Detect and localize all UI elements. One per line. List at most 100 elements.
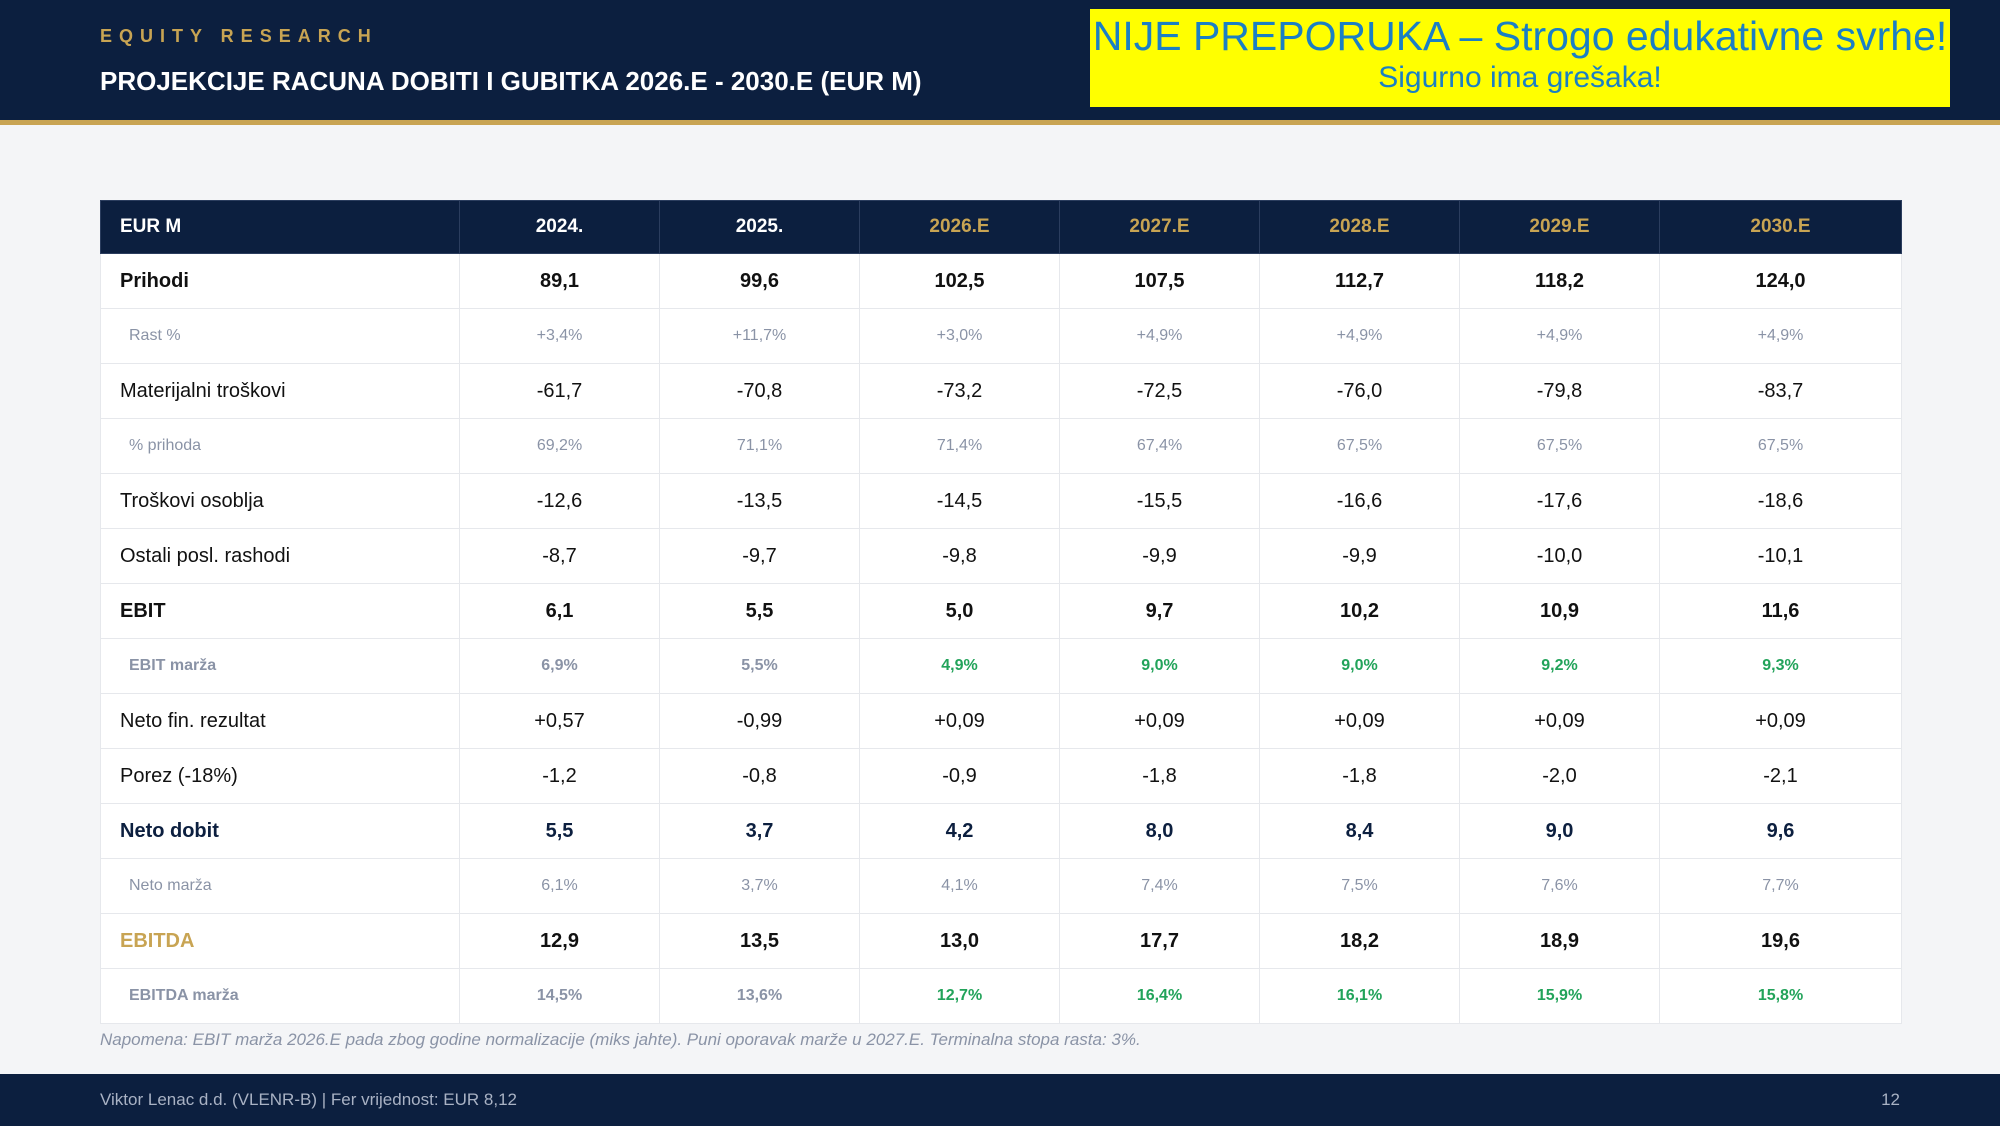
table-cell: 14,5% bbox=[459, 968, 660, 1024]
table-cell: 17,7 bbox=[1059, 913, 1260, 969]
table-row: Prihodi 89,1 99,6 102,5 107,5 112,7 118,2 124,0 bbox=[100, 253, 1902, 309]
column-header: 2029.E bbox=[1459, 200, 1660, 254]
table-cell: +4,9% bbox=[1459, 308, 1660, 364]
table-cell: 71,1% bbox=[659, 418, 860, 474]
table-cell: -18,6 bbox=[1659, 473, 1902, 529]
row-label: EBITDA marža bbox=[100, 968, 460, 1024]
table-cell: 9,3% bbox=[1659, 638, 1902, 694]
table-cell: -9,9 bbox=[1259, 528, 1460, 584]
table-cell: -83,7 bbox=[1659, 363, 1902, 419]
table-row: Rast % +3,4% +11,7% +3,0% +4,9% +4,9% +4,9% +4,… bbox=[100, 308, 1902, 364]
table-cell: 16,1% bbox=[1259, 968, 1460, 1024]
table-cell: +3,0% bbox=[859, 308, 1060, 364]
table-cell: -8,7 bbox=[459, 528, 660, 584]
table-row: EBIT marža 6,9% 5,5% 4,9% 9,0% 9,0% 9,2% 9,3% bbox=[100, 638, 1902, 694]
row-label: Prihodi bbox=[100, 253, 460, 309]
warning-banner: NIJE PREPORUKA – Strogo edukativne svrhe… bbox=[1090, 9, 1950, 107]
table-cell: +11,7% bbox=[659, 308, 860, 364]
table-cell: 67,4% bbox=[1059, 418, 1260, 474]
table-cell: 3,7% bbox=[659, 858, 860, 914]
table-cell: -70,8 bbox=[659, 363, 860, 419]
row-label: % prihoda bbox=[100, 418, 460, 474]
table-row: Neto fin. rezultat +0,57 -0,99 +0,09 +0,09 +0… bbox=[100, 693, 1902, 749]
page-title: PROJEKCIJE RACUNA DOBITI I GUBITKA 2026.… bbox=[100, 66, 922, 96]
table-cell: -76,0 bbox=[1259, 363, 1460, 419]
table-cell: -9,7 bbox=[659, 528, 860, 584]
column-header: 2026.E bbox=[859, 200, 1060, 254]
row-label: Porez (-18%) bbox=[100, 748, 460, 804]
table-row: Porez (-18%) -1,2 -0,8 -0,9 -1,8 -1,8 -2,0 -2,1 bbox=[100, 748, 1902, 804]
table-cell: 13,0 bbox=[859, 913, 1060, 969]
column-header: EUR M bbox=[100, 200, 460, 254]
table-cell: 7,5% bbox=[1259, 858, 1460, 914]
table-cell: +4,9% bbox=[1659, 308, 1902, 364]
table-cell: -73,2 bbox=[859, 363, 1060, 419]
table-cell: 8,4 bbox=[1259, 803, 1460, 859]
table-cell: 71,4% bbox=[859, 418, 1060, 474]
table-row: EBITDA 12,9 13,5 13,0 17,7 18,2 18,9 19,6 bbox=[100, 913, 1902, 969]
table-cell: +0,09 bbox=[1259, 693, 1460, 749]
income-statement-table: EUR M 2024. 2025. 2026.E 2027.E 2028.E 2… bbox=[100, 200, 1902, 1024]
table-row: Troškovi osoblja -12,6 -13,5 -14,5 -15,5 -16,… bbox=[100, 473, 1902, 529]
table-cell: -0,9 bbox=[859, 748, 1060, 804]
footer-company: Viktor Lenac d.d. (VLENR-B) | Fer vrijed… bbox=[100, 1090, 517, 1109]
row-label: Neto marža bbox=[100, 858, 460, 914]
table-cell: -10,1 bbox=[1659, 528, 1902, 584]
table-cell: 9,7 bbox=[1059, 583, 1260, 639]
table-cell: -13,5 bbox=[659, 473, 860, 529]
table-cell: -79,8 bbox=[1459, 363, 1660, 419]
table-row: EBITDA marža 14,5% 13,6% 12,7% 16,4% 16,1% 15,… bbox=[100, 968, 1902, 1024]
table-row: Neto marža 6,1% 3,7% 4,1% 7,4% 7,5% 7,6% 7,7% bbox=[100, 858, 1902, 914]
table-cell: +0,09 bbox=[859, 693, 1060, 749]
table-cell: 69,2% bbox=[459, 418, 660, 474]
table-cell: 9,6 bbox=[1659, 803, 1902, 859]
table-cell: 13,6% bbox=[659, 968, 860, 1024]
table-cell: 9,2% bbox=[1459, 638, 1660, 694]
table-cell: 12,7% bbox=[859, 968, 1060, 1024]
table-cell: 102,5 bbox=[859, 253, 1060, 309]
column-header: 2025. bbox=[659, 200, 860, 254]
table-cell: +0,09 bbox=[1459, 693, 1660, 749]
table-cell: 7,6% bbox=[1459, 858, 1660, 914]
table-cell: 10,2 bbox=[1259, 583, 1460, 639]
table-cell: 4,1% bbox=[859, 858, 1060, 914]
table-cell: -1,8 bbox=[1259, 748, 1460, 804]
table-cell: 6,1% bbox=[459, 858, 660, 914]
table-cell: 5,5 bbox=[459, 803, 660, 859]
table-cell: 4,9% bbox=[859, 638, 1060, 694]
row-label: Troškovi osoblja bbox=[100, 473, 460, 529]
row-label: EBIT bbox=[100, 583, 460, 639]
table-cell: 67,5% bbox=[1659, 418, 1902, 474]
table-cell: -10,0 bbox=[1459, 528, 1660, 584]
table-cell: +4,9% bbox=[1259, 308, 1460, 364]
table-cell: +3,4% bbox=[459, 308, 660, 364]
table-cell: 6,1 bbox=[459, 583, 660, 639]
table-cell: -9,8 bbox=[859, 528, 1060, 584]
table-cell: 15,9% bbox=[1459, 968, 1660, 1024]
table-cell: 11,6 bbox=[1659, 583, 1902, 639]
table-cell: -61,7 bbox=[459, 363, 660, 419]
table-cell: 118,2 bbox=[1459, 253, 1660, 309]
table-cell: 99,6 bbox=[659, 253, 860, 309]
table-cell: 5,0 bbox=[859, 583, 1060, 639]
table-cell: -16,6 bbox=[1259, 473, 1460, 529]
table-cell: +0,09 bbox=[1659, 693, 1902, 749]
table-cell: 5,5 bbox=[659, 583, 860, 639]
table-cell: +0,57 bbox=[459, 693, 660, 749]
table-header-row: EUR M 2024. 2025. 2026.E 2027.E 2028.E 2… bbox=[100, 200, 1902, 254]
table-cell: 7,7% bbox=[1659, 858, 1902, 914]
table-cell: 7,4% bbox=[1059, 858, 1260, 914]
table-cell: 18,9 bbox=[1459, 913, 1660, 969]
table-cell: 3,7 bbox=[659, 803, 860, 859]
footnote: Napomena: EBIT marža 2026.E pada zbog go… bbox=[100, 1030, 1141, 1049]
table-cell: -0,8 bbox=[659, 748, 860, 804]
table-cell: 12,9 bbox=[459, 913, 660, 969]
table-cell: -17,6 bbox=[1459, 473, 1660, 529]
row-label: Neto fin. rezultat bbox=[100, 693, 460, 749]
column-header: 2028.E bbox=[1259, 200, 1460, 254]
table-cell: 18,2 bbox=[1259, 913, 1460, 969]
row-label: Rast % bbox=[100, 308, 460, 364]
table-row: Materijalni troškovi -61,7 -70,8 -73,2 -72,5… bbox=[100, 363, 1902, 419]
table-cell: 5,5% bbox=[659, 638, 860, 694]
table-cell: -2,1 bbox=[1659, 748, 1902, 804]
